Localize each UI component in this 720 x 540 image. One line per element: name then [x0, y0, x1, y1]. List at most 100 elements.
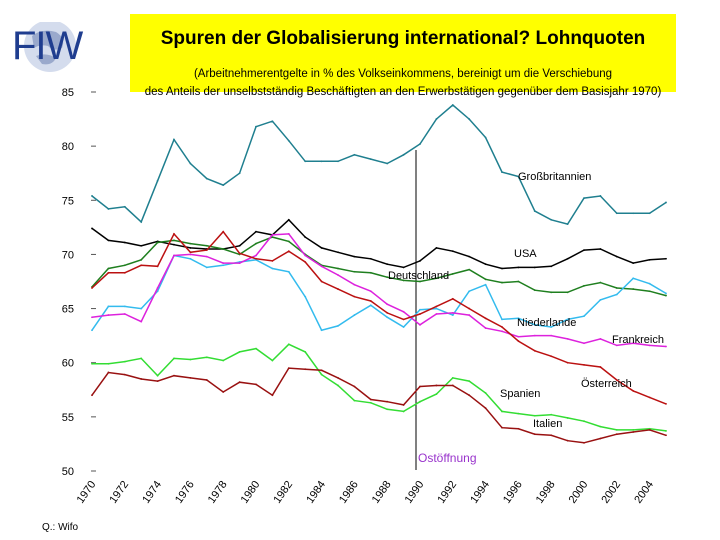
data-point	[599, 437, 602, 440]
data-point	[320, 373, 323, 376]
data-point	[386, 276, 389, 279]
data-point	[189, 247, 192, 249]
data-point	[533, 334, 536, 337]
data-point	[484, 278, 487, 281]
data-point	[550, 326, 553, 328]
data-point	[550, 218, 553, 221]
data-point	[91, 394, 93, 397]
data-point	[353, 385, 356, 388]
y-tick-label: 60	[62, 358, 74, 370]
data-point	[550, 355, 553, 358]
data-point	[369, 398, 372, 401]
data-point	[501, 318, 503, 321]
data-point	[402, 153, 405, 156]
data-point	[255, 257, 257, 260]
data-point	[140, 357, 143, 360]
data-point	[91, 362, 93, 365]
x-tick-label: 1990	[403, 479, 427, 506]
y-tick-label: 80	[62, 141, 74, 153]
y-tick-label: 50	[62, 466, 74, 478]
data-point	[271, 260, 274, 262]
series-label: USA	[514, 248, 537, 260]
data-point	[583, 284, 585, 287]
data-point	[533, 266, 536, 269]
data-point	[91, 329, 93, 332]
data-point	[386, 408, 389, 411]
data-point	[451, 312, 454, 314]
x-tick-label: 1976	[173, 479, 197, 506]
x-tick-label: 1980	[239, 479, 263, 506]
data-point	[205, 244, 208, 247]
data-point	[205, 177, 208, 180]
data-point	[665, 257, 667, 260]
data-point	[369, 304, 372, 307]
data-point	[566, 318, 569, 321]
x-tick-label: 2002	[599, 479, 623, 506]
x-tick-label: 1974	[140, 479, 164, 506]
data-point	[222, 184, 225, 187]
data-point	[287, 218, 290, 221]
data-point	[402, 310, 405, 313]
data-point	[501, 281, 503, 284]
data-point	[140, 320, 143, 323]
data-point	[599, 299, 602, 301]
data-point	[304, 160, 307, 163]
data-point	[337, 274, 339, 276]
data-point	[419, 143, 421, 145]
data-point	[222, 359, 225, 362]
data-point	[615, 212, 618, 215]
data-point	[189, 253, 192, 256]
data-point	[468, 314, 471, 316]
data-point	[386, 312, 389, 314]
data-point	[632, 431, 635, 433]
data-point	[320, 160, 323, 163]
data-point	[517, 340, 520, 342]
data-point	[255, 383, 257, 386]
series-label: Italien	[533, 418, 562, 430]
data-point	[451, 384, 454, 387]
data-point	[583, 363, 585, 366]
data-point	[632, 212, 635, 215]
data-point	[238, 262, 241, 264]
data-point	[615, 255, 618, 258]
data-point	[238, 350, 241, 353]
data-point	[550, 265, 553, 268]
data-point	[419, 385, 421, 388]
data-point	[648, 282, 651, 285]
series-line	[91, 104, 667, 225]
data-point	[583, 441, 585, 444]
series-label: Spanien	[500, 388, 540, 400]
data-point	[435, 313, 438, 315]
data-point	[271, 359, 274, 362]
series-label: Deutschland	[388, 270, 449, 282]
chart-title: Spuren der Globalisierung international?…	[160, 28, 646, 49]
data-point	[123, 205, 126, 208]
data-point	[435, 384, 438, 387]
data-point	[173, 239, 175, 242]
data-point	[468, 380, 471, 383]
data-point	[419, 280, 421, 283]
data-point	[517, 335, 520, 338]
data-point	[222, 262, 225, 264]
x-tick-label: 1988	[370, 479, 394, 506]
data-point	[107, 267, 110, 270]
data-point	[632, 389, 635, 392]
y-tick-label: 65	[62, 304, 74, 316]
fiw-logo: FIW	[12, 22, 83, 72]
x-tick-label: 1998	[534, 479, 558, 506]
data-point	[501, 410, 503, 413]
data-point	[665, 430, 667, 432]
data-point	[468, 307, 471, 310]
data-point	[402, 318, 405, 321]
series-label: Österreich	[581, 378, 632, 390]
globe-icon	[24, 22, 76, 72]
data-point	[533, 414, 536, 417]
data-point	[156, 265, 159, 268]
data-point	[615, 287, 618, 289]
data-point	[205, 379, 208, 381]
data-point	[353, 314, 356, 316]
data-point	[91, 287, 93, 289]
data-point	[550, 291, 553, 294]
series-line	[91, 233, 667, 348]
data-point	[665, 402, 667, 405]
